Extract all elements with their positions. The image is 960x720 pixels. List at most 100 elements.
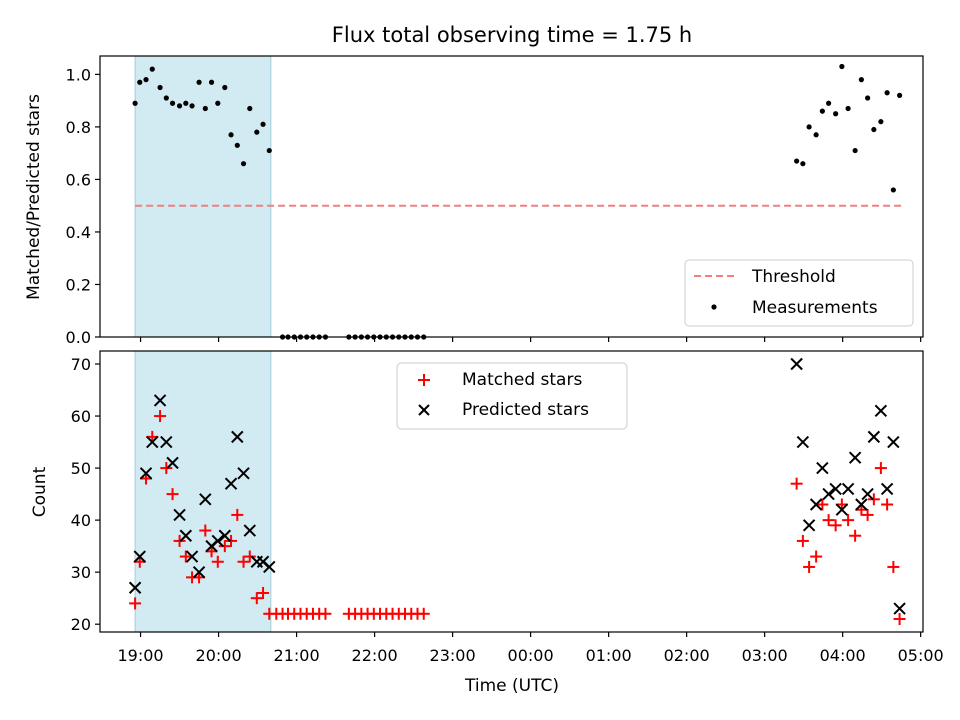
predicted-star-mark-b	[231, 430, 244, 444]
legend-measurements-label: Measurements	[752, 298, 878, 318]
matched-star-point	[861, 508, 874, 521]
top-plot-frame	[99, 55, 924, 338]
chart-title: Flux total observing time = 1.75 h	[332, 23, 692, 47]
y-tick-label: 0.0	[66, 328, 91, 347]
y-tick-label: 30	[71, 563, 91, 582]
measurement-point	[196, 79, 202, 85]
matched-star-point	[237, 555, 250, 568]
matched-star-point	[417, 607, 430, 620]
measurement-point	[247, 105, 253, 112]
matched-star-point	[166, 488, 179, 501]
matched-star-point	[218, 540, 231, 553]
predicted-star-point	[835, 503, 849, 516]
measurement-point	[157, 84, 163, 91]
top-y-axis-label: Matched/Predicted stars	[24, 94, 44, 300]
predicted-star-mark-b	[243, 524, 256, 537]
matched-star-point	[154, 410, 167, 423]
matched-star-point	[816, 498, 829, 511]
matched-star-point	[173, 534, 186, 547]
y-tick-label: 50	[71, 459, 91, 478]
predicted-star-mark-b	[816, 461, 829, 475]
measurement-point	[858, 77, 864, 83]
predicted-star-point	[192, 565, 206, 579]
predicted-star-mark-b	[835, 503, 849, 516]
predicted-star-mark-b	[133, 550, 146, 563]
measurement-point	[839, 63, 845, 70]
bottom-legend: Matched stars Predicted stars	[396, 362, 628, 430]
measurement-point	[806, 124, 812, 130]
predicted-star-mark-b	[841, 482, 855, 496]
y-tick-label: 0.4	[66, 223, 91, 242]
predicted-star-point	[829, 482, 842, 496]
measurement-point	[202, 105, 208, 112]
predicted-star-mark-b	[153, 394, 167, 407]
predicted-star-mark-b	[179, 529, 193, 542]
measurement-point	[845, 105, 851, 112]
measurement-point	[215, 100, 221, 106]
measurement-point	[794, 158, 800, 164]
matched-star-point	[211, 555, 224, 568]
measurement-point	[896, 92, 903, 98]
matched-star-point	[179, 550, 192, 563]
matched-star-point	[867, 493, 880, 506]
predicted-star-mark-b	[880, 482, 894, 496]
measurement-point	[149, 66, 155, 72]
measurement-point	[852, 147, 858, 154]
predicted-star-mark-b	[218, 529, 232, 542]
predicted-star-point	[139, 467, 153, 480]
matched-star-point	[790, 477, 803, 490]
measurement-point	[132, 100, 138, 106]
y-tick-label: 40	[71, 511, 91, 530]
measurement-point	[871, 126, 877, 133]
measurement-point	[865, 95, 871, 101]
top-legend: Threshold Measurements	[684, 259, 914, 327]
predicted-star-point	[841, 482, 855, 496]
predicted-star-mark-b	[146, 435, 159, 449]
bottom-x-ticks: 19:00 20:00 21:00 22:00 23:00 00:00 01:00 02:00…	[118, 632, 944, 665]
y-tick-label: 70	[71, 355, 91, 374]
predicted-star-point	[128, 581, 142, 594]
legend-threshold-label: Threshold	[751, 267, 836, 287]
predicted-star-point	[146, 435, 159, 449]
y-tick-label: 0.6	[66, 170, 91, 189]
predicted-star-mark-b	[822, 487, 835, 501]
predicted-star-mark-b	[848, 451, 862, 464]
predicted-star-point	[211, 534, 225, 548]
matched-star-point	[129, 597, 142, 610]
predicted-star-point	[848, 451, 862, 464]
measurement-point	[878, 119, 884, 125]
matched-star-point	[810, 550, 823, 563]
legend-matched-label: Matched stars	[462, 370, 582, 390]
matched-star-point	[803, 560, 816, 573]
count-panel: 20 30 40 50 60 70 19:00 20:00 21:00 22:00 23:00 00…	[30, 350, 944, 696]
top-x-ticks	[139, 337, 922, 342]
predicted-star-mark-b	[790, 357, 803, 371]
matched-star-point	[881, 498, 894, 511]
measurement-point	[833, 111, 839, 117]
predicted-star-point	[855, 498, 868, 511]
predicted-star-mark-b	[160, 435, 173, 449]
predicted-star-mark-b	[211, 534, 225, 548]
x-tick-label: 02:00	[664, 646, 710, 665]
predicted-star-point	[185, 550, 199, 563]
bottom-y-axis-label: Count	[30, 466, 50, 517]
measurement-point	[137, 79, 143, 85]
measurement-point	[890, 187, 896, 193]
measurement-point	[800, 161, 806, 167]
predicted-star-mark-b	[173, 508, 186, 522]
matched-star-point	[796, 534, 809, 547]
predicted-star-point	[867, 430, 881, 444]
predicted-star-mark-b	[256, 555, 270, 568]
x-tick-label: 01:00	[586, 646, 632, 665]
predicted-star-point	[166, 456, 179, 470]
matched-star-point	[199, 524, 212, 537]
predicted-star-point	[822, 487, 835, 501]
x-tick-label: 19:00	[118, 646, 164, 665]
matched-star-point	[257, 586, 270, 599]
predicted-star-point	[874, 404, 888, 418]
matched-star-point	[319, 607, 332, 620]
predicted-star-point	[199, 493, 212, 506]
predicted-star-mark-b	[861, 487, 874, 501]
measurement-point	[240, 161, 247, 167]
predicted-star-point	[231, 430, 244, 444]
